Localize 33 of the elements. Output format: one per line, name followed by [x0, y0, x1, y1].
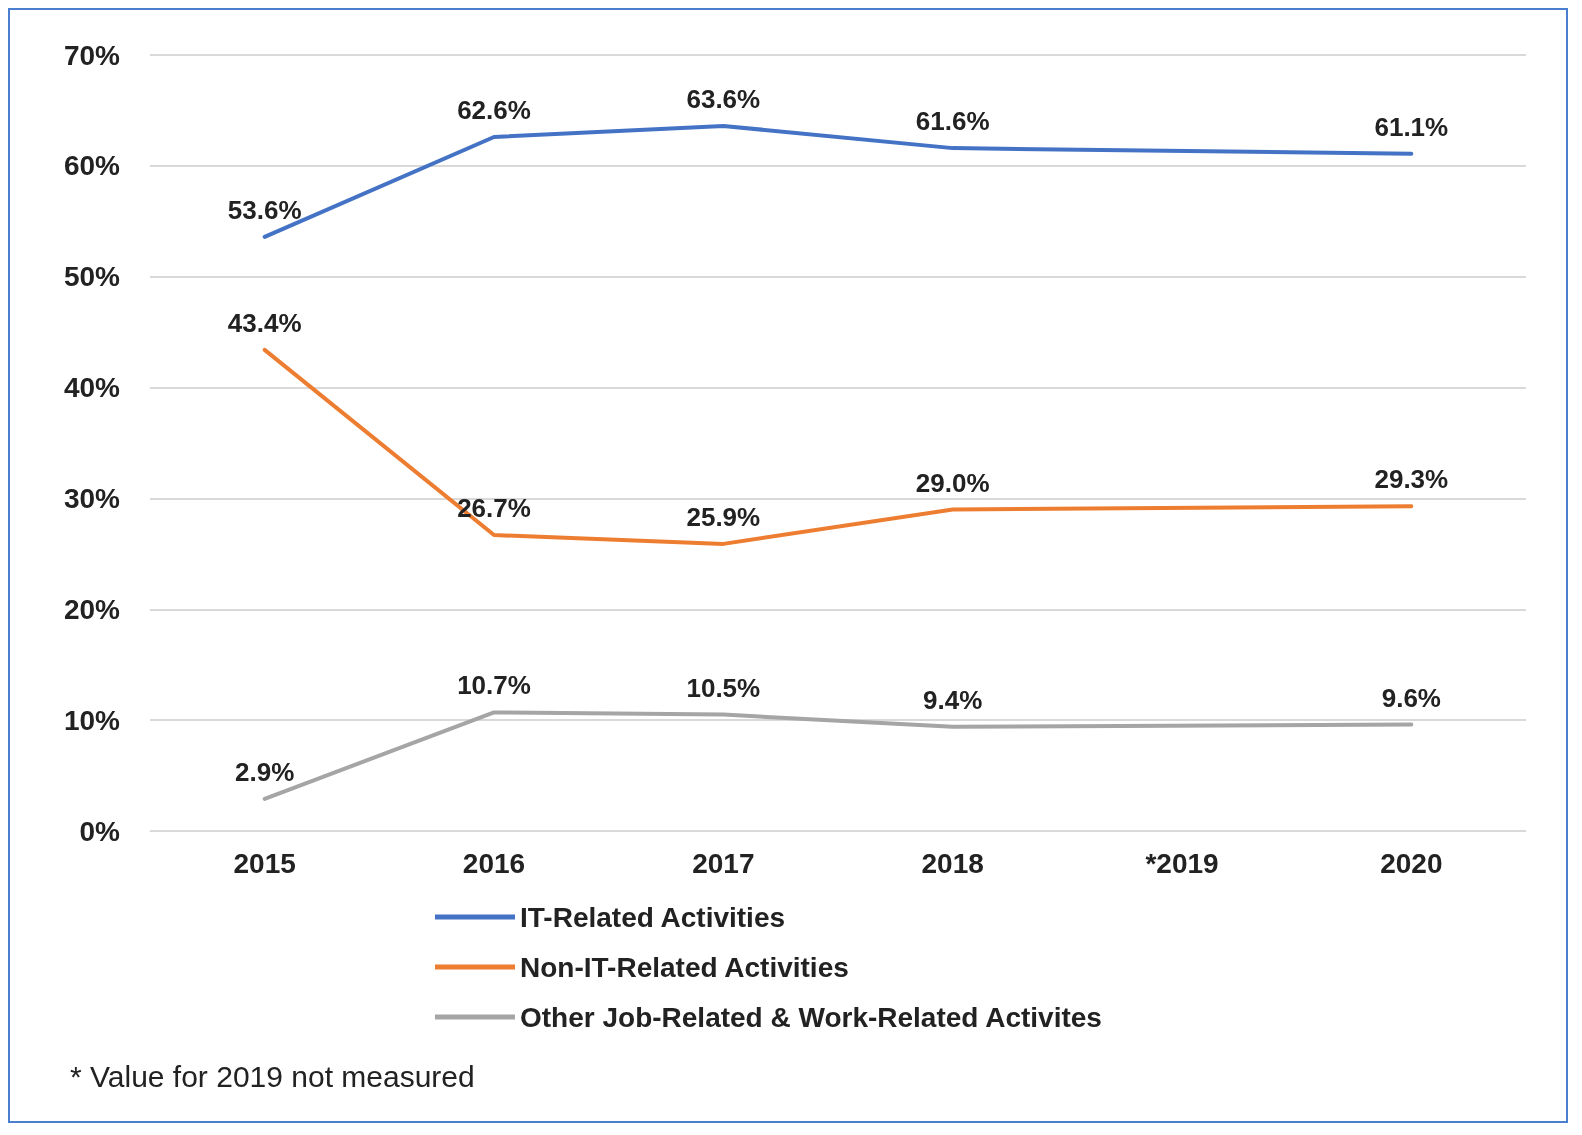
text: * Value for 2019 not measured	[70, 1059, 475, 1093]
data-label: 63.6%	[686, 83, 761, 114]
data-label: 26.7%	[457, 493, 531, 524]
data-label: 61.6%	[915, 106, 990, 137]
y-tick-label: 10%	[63, 704, 121, 736]
x-tick-label: 2015	[233, 847, 296, 879]
x-tick-label: *2019	[1145, 847, 1219, 879]
x-tick-label: 2016	[462, 847, 526, 879]
data-label: 10.7%	[457, 670, 531, 701]
data-label: 43.4%	[227, 307, 302, 338]
data-label: 9.4%	[923, 684, 983, 715]
data-label: 2.9%	[235, 756, 295, 787]
data-label: 61.1%	[1374, 111, 1449, 142]
data-label: 10.5%	[686, 672, 761, 703]
data-label: 25.9%	[686, 501, 761, 532]
legend-label: Other Job-Related & Work-Related Activites	[520, 1001, 1102, 1033]
y-tick-label: 0%	[79, 815, 121, 847]
data-label: 62.6%	[457, 95, 531, 126]
y-tick-label: 60%	[63, 150, 121, 182]
data-label: 29.0%	[915, 467, 990, 498]
x-tick-label: 2020	[1380, 847, 1443, 879]
x-tick-label: 2017	[692, 847, 755, 879]
x-tick-label: 2018	[921, 847, 984, 879]
y-tick-label: 30%	[63, 482, 121, 514]
legend-label: IT-Related Activities	[520, 901, 786, 933]
data-label: 9.6%	[1381, 682, 1441, 713]
y-tick-label: 50%	[63, 261, 121, 293]
data-label: 53.6%	[227, 194, 302, 225]
y-tick-label: 20%	[63, 593, 121, 625]
data-label: 29.3%	[1374, 464, 1449, 495]
y-tick-label: 70%	[63, 39, 121, 71]
y-tick-label: 40%	[63, 372, 121, 404]
legend-label: Non-IT-Related Activities	[520, 951, 849, 983]
